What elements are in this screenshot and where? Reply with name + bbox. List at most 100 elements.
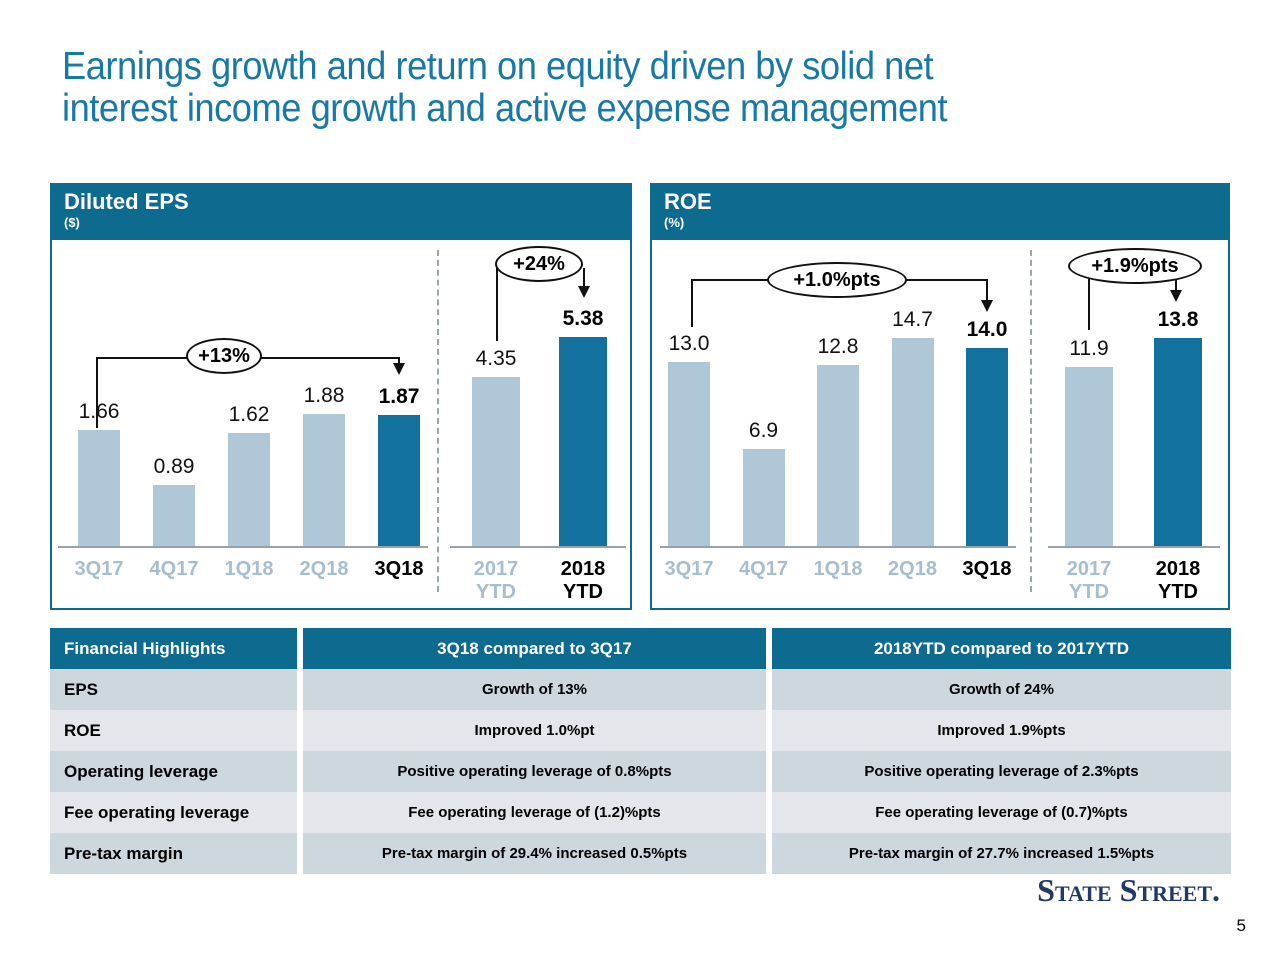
bar-slot: 14.0 3Q18	[963, 246, 1012, 580]
x-axis-label: 2Q18	[299, 558, 349, 580]
chart-title: ROE	[664, 189, 712, 214]
bar-slot: 5.38 2018 YTD	[559, 246, 607, 603]
x-axis-line	[450, 546, 626, 548]
bar-slot: 14.7 2Q18	[888, 246, 937, 580]
x-axis-label: 2018 YTD	[1155, 558, 1201, 603]
bar-4q17	[742, 449, 785, 548]
x-axis-label: 2018 YTD	[560, 558, 606, 603]
x-axis-line	[58, 546, 428, 548]
bar-3q17	[78, 430, 120, 548]
table-cell: Positive operating leverage of 0.8%pts	[303, 751, 766, 792]
annotation-oval: +1.9%pts	[1068, 248, 1202, 284]
bar-3q18	[966, 348, 1008, 548]
panel-roe: ROE (%) 13.0 3Q17 6.9 4Q17 12.8 1Q18 14.7 2Q18 1…	[650, 183, 1230, 610]
bar-1q18	[228, 433, 270, 548]
table-header-cell: 2018YTD compared to 2017YTD	[772, 628, 1231, 669]
chart-area: 1.66 3Q17 0.89 4Q17 1.62 1Q18 1.88 2Q18 1.87 3Q18…	[52, 240, 630, 608]
table-row-label: Operating leverage	[50, 751, 297, 792]
ytd-bar-group: 4.35 2017 YTD 5.38 2018 YTD	[472, 246, 607, 603]
table-cell: Pre-tax margin of 27.7% increased 1.5%pt…	[772, 833, 1231, 874]
bar-value-label: 5.38	[562, 307, 604, 330]
bar-value-label: 1.66	[78, 400, 120, 423]
bar-slot: 6.9 4Q17	[739, 246, 788, 580]
financial-highlights-table: Financial Highlights 3Q18 compared to 3Q…	[50, 628, 1231, 874]
chart-unit: ($)	[64, 215, 80, 230]
table-cell: Growth of 24%	[772, 669, 1231, 710]
x-axis-line	[1048, 546, 1220, 548]
bar-value-label: 6.9	[748, 419, 779, 442]
bar-value-label: 1.88	[303, 384, 345, 407]
x-axis-label: 3Q18	[374, 558, 424, 580]
bar-value-label: 12.8	[817, 335, 859, 358]
bar-2q18	[891, 338, 934, 548]
bar-slot: 0.89 4Q17	[150, 246, 199, 580]
table-cell: Fee operating leverage of (1.2)%pts	[303, 792, 766, 833]
bar-4q17	[153, 485, 195, 548]
table-cell: Fee operating leverage of (0.7)%pts	[772, 792, 1231, 833]
x-axis-label: 3Q18	[962, 558, 1012, 580]
state-street-logo: State Street.	[1037, 872, 1220, 908]
quarterly-bar-group: 1.66 3Q17 0.89 4Q17 1.62 1Q18 1.88 2Q18 1.87 3Q18	[75, 246, 424, 580]
bar-value-label: 4.35	[475, 347, 517, 370]
table-cell: Improved 1.9%pts	[772, 710, 1231, 751]
bar-1q18	[817, 365, 859, 548]
table-cell: Growth of 13%	[303, 669, 766, 710]
bar-value-label: 0.89	[153, 455, 195, 478]
bar-slot: 12.8 1Q18	[814, 246, 863, 580]
x-axis-label: 3Q17	[664, 558, 714, 580]
table-header-cell: 3Q18 compared to 3Q17	[303, 628, 766, 669]
x-axis-label: 3Q17	[74, 558, 124, 580]
table-row-label: EPS	[50, 669, 297, 710]
panel-header: ROE (%)	[652, 185, 1228, 240]
quarterly-bar-group: 13.0 3Q17 6.9 4Q17 12.8 1Q18 14.7 2Q18 14.0 3Q18	[665, 246, 1012, 580]
x-axis-label: 1Q18	[224, 558, 274, 580]
page-title: Earnings growth and return on equity dri…	[62, 45, 948, 130]
x-axis-label: 2Q18	[888, 558, 937, 580]
table-row-label: ROE	[50, 710, 297, 751]
bar-slot: 11.9 2017 YTD	[1065, 246, 1113, 603]
x-axis-label: 2017 YTD	[473, 558, 519, 603]
bar-value-label: 11.9	[1069, 337, 1109, 360]
table-cell: Pre-tax margin of 29.4% increased 0.5%pt…	[303, 833, 766, 874]
annotation-oval: +13%	[186, 338, 262, 374]
x-axis-label: 4Q17	[149, 558, 199, 580]
bar-2q18	[303, 414, 345, 548]
chart-title: Diluted EPS	[64, 189, 189, 214]
table-cell: Improved 1.0%pt	[303, 710, 766, 751]
annotation-oval: +1.0%pts	[767, 262, 907, 298]
bar-slot: 1.87 3Q18	[375, 246, 424, 580]
table-body: EPS Growth of 13% Growth of 24% ROE Improved…	[50, 669, 1231, 874]
bar-3q17	[668, 362, 710, 548]
bar-2018-ytd	[559, 337, 607, 548]
x-axis-label: 4Q17	[739, 558, 788, 580]
bar-slot: 4.35 2017 YTD	[472, 246, 520, 603]
panel-diluted-eps: Diluted EPS ($) 1.66 3Q17 0.89 4Q17 1.62 1Q18…	[50, 183, 632, 610]
x-axis-label: 1Q18	[813, 558, 863, 580]
table-cell: Positive operating leverage of 2.3%pts	[772, 751, 1231, 792]
bar-value-label: 13.8	[1157, 308, 1199, 331]
bar-slot: 13.0 3Q17	[665, 246, 714, 580]
bar-value-label: 14.7	[892, 308, 933, 331]
x-axis-line	[660, 546, 1016, 548]
table-row-label: Fee operating leverage	[50, 792, 297, 833]
bar-3q18	[378, 415, 420, 548]
bar-slot: 1.88 2Q18	[300, 246, 349, 580]
bar-slot: 1.62 1Q18	[225, 246, 274, 580]
annotation-oval: +24%	[495, 246, 583, 282]
page-title-line2: interest income growth and active expens…	[62, 87, 948, 130]
bar-value-label: 1.87	[378, 385, 420, 408]
chart-unit: (%)	[664, 215, 685, 230]
bar-2018-ytd	[1154, 338, 1202, 548]
ytd-bar-group: 11.9 2017 YTD 13.8 2018 YTD	[1065, 246, 1202, 603]
page-title-line1: Earnings growth and return on equity dri…	[62, 45, 934, 88]
bar-2017-ytd	[472, 377, 520, 548]
group-divider-dashed	[1030, 250, 1032, 592]
bar-value-label: 1.62	[228, 403, 270, 426]
table-header-cell: Financial Highlights	[50, 628, 297, 669]
page-number: 5	[1236, 916, 1246, 935]
x-axis-label: 2017 YTD	[1066, 558, 1112, 603]
group-divider-dashed	[437, 250, 439, 592]
bar-value-label: 14.0	[966, 318, 1008, 341]
bar-2017-ytd	[1065, 367, 1113, 548]
bar-value-label: 13.0	[668, 332, 710, 355]
